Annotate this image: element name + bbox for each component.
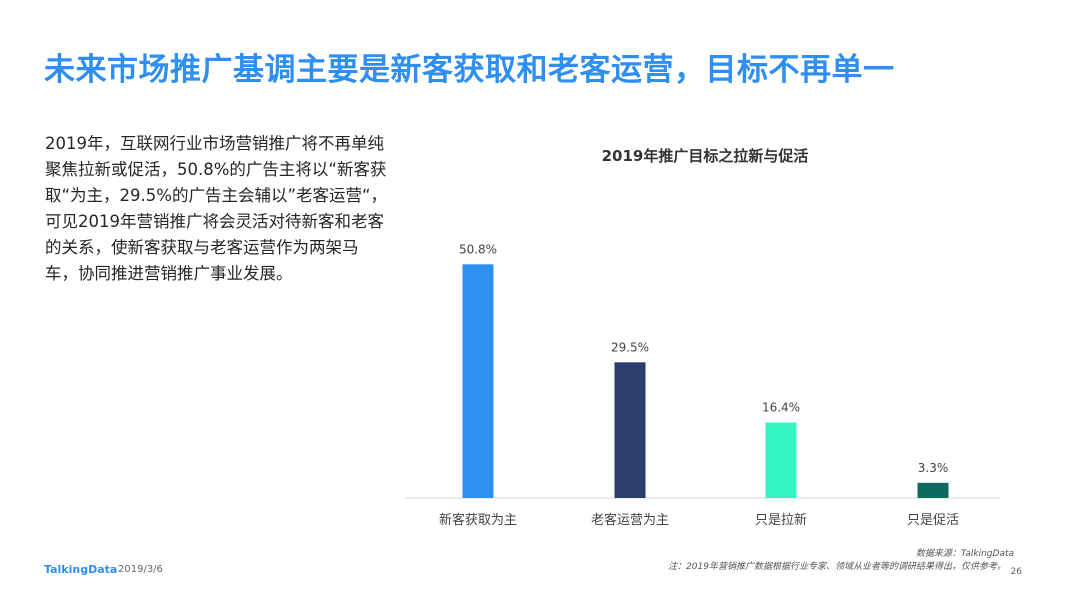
footnote: 注：2019年营销推广数据根据行业专家、领域从业者等的调研结果得出，仅供参考。: [668, 562, 1006, 572]
data-label-4: 3.3%: [918, 461, 949, 475]
category-label-3: 只是拉新: [755, 512, 807, 528]
bar-1: [462, 264, 494, 498]
data-label-2: 29.5%: [611, 340, 649, 354]
category-label-1: 新客获取为主: [439, 512, 517, 528]
data-label-1: 50.8%: [459, 242, 497, 256]
data-source: 数据来源：TalkingData: [915, 549, 1014, 559]
description-paragraph: 2019年，互联网行业市场营销推广将不再单纯聚焦拉新或促活，50.8%的广告主将…: [45, 134, 388, 283]
bar-4: [917, 482, 949, 498]
category-label-4: 只是促活: [907, 513, 959, 528]
data-label-3: 16.4%: [762, 401, 800, 415]
brand-logo: TalkingData: [44, 563, 118, 576]
bar-2: [614, 362, 646, 498]
chart-title: 2019年推广目标之拉新与促活: [601, 147, 809, 165]
bar-chart: 50.8% 新客获取为主 29.5% 老客运营为主 16.4% 只是拉新 3.3% 只是促活: [405, 242, 1000, 528]
bar-3: [765, 422, 797, 498]
category-label-2: 老客运营为主: [591, 512, 669, 528]
page-title: 未来市场推广基调主要是新客获取和老客运营，目标不再单一: [44, 52, 895, 88]
page-number: 26: [1010, 567, 1022, 577]
footer-date: 2019/3/6: [118, 564, 163, 575]
